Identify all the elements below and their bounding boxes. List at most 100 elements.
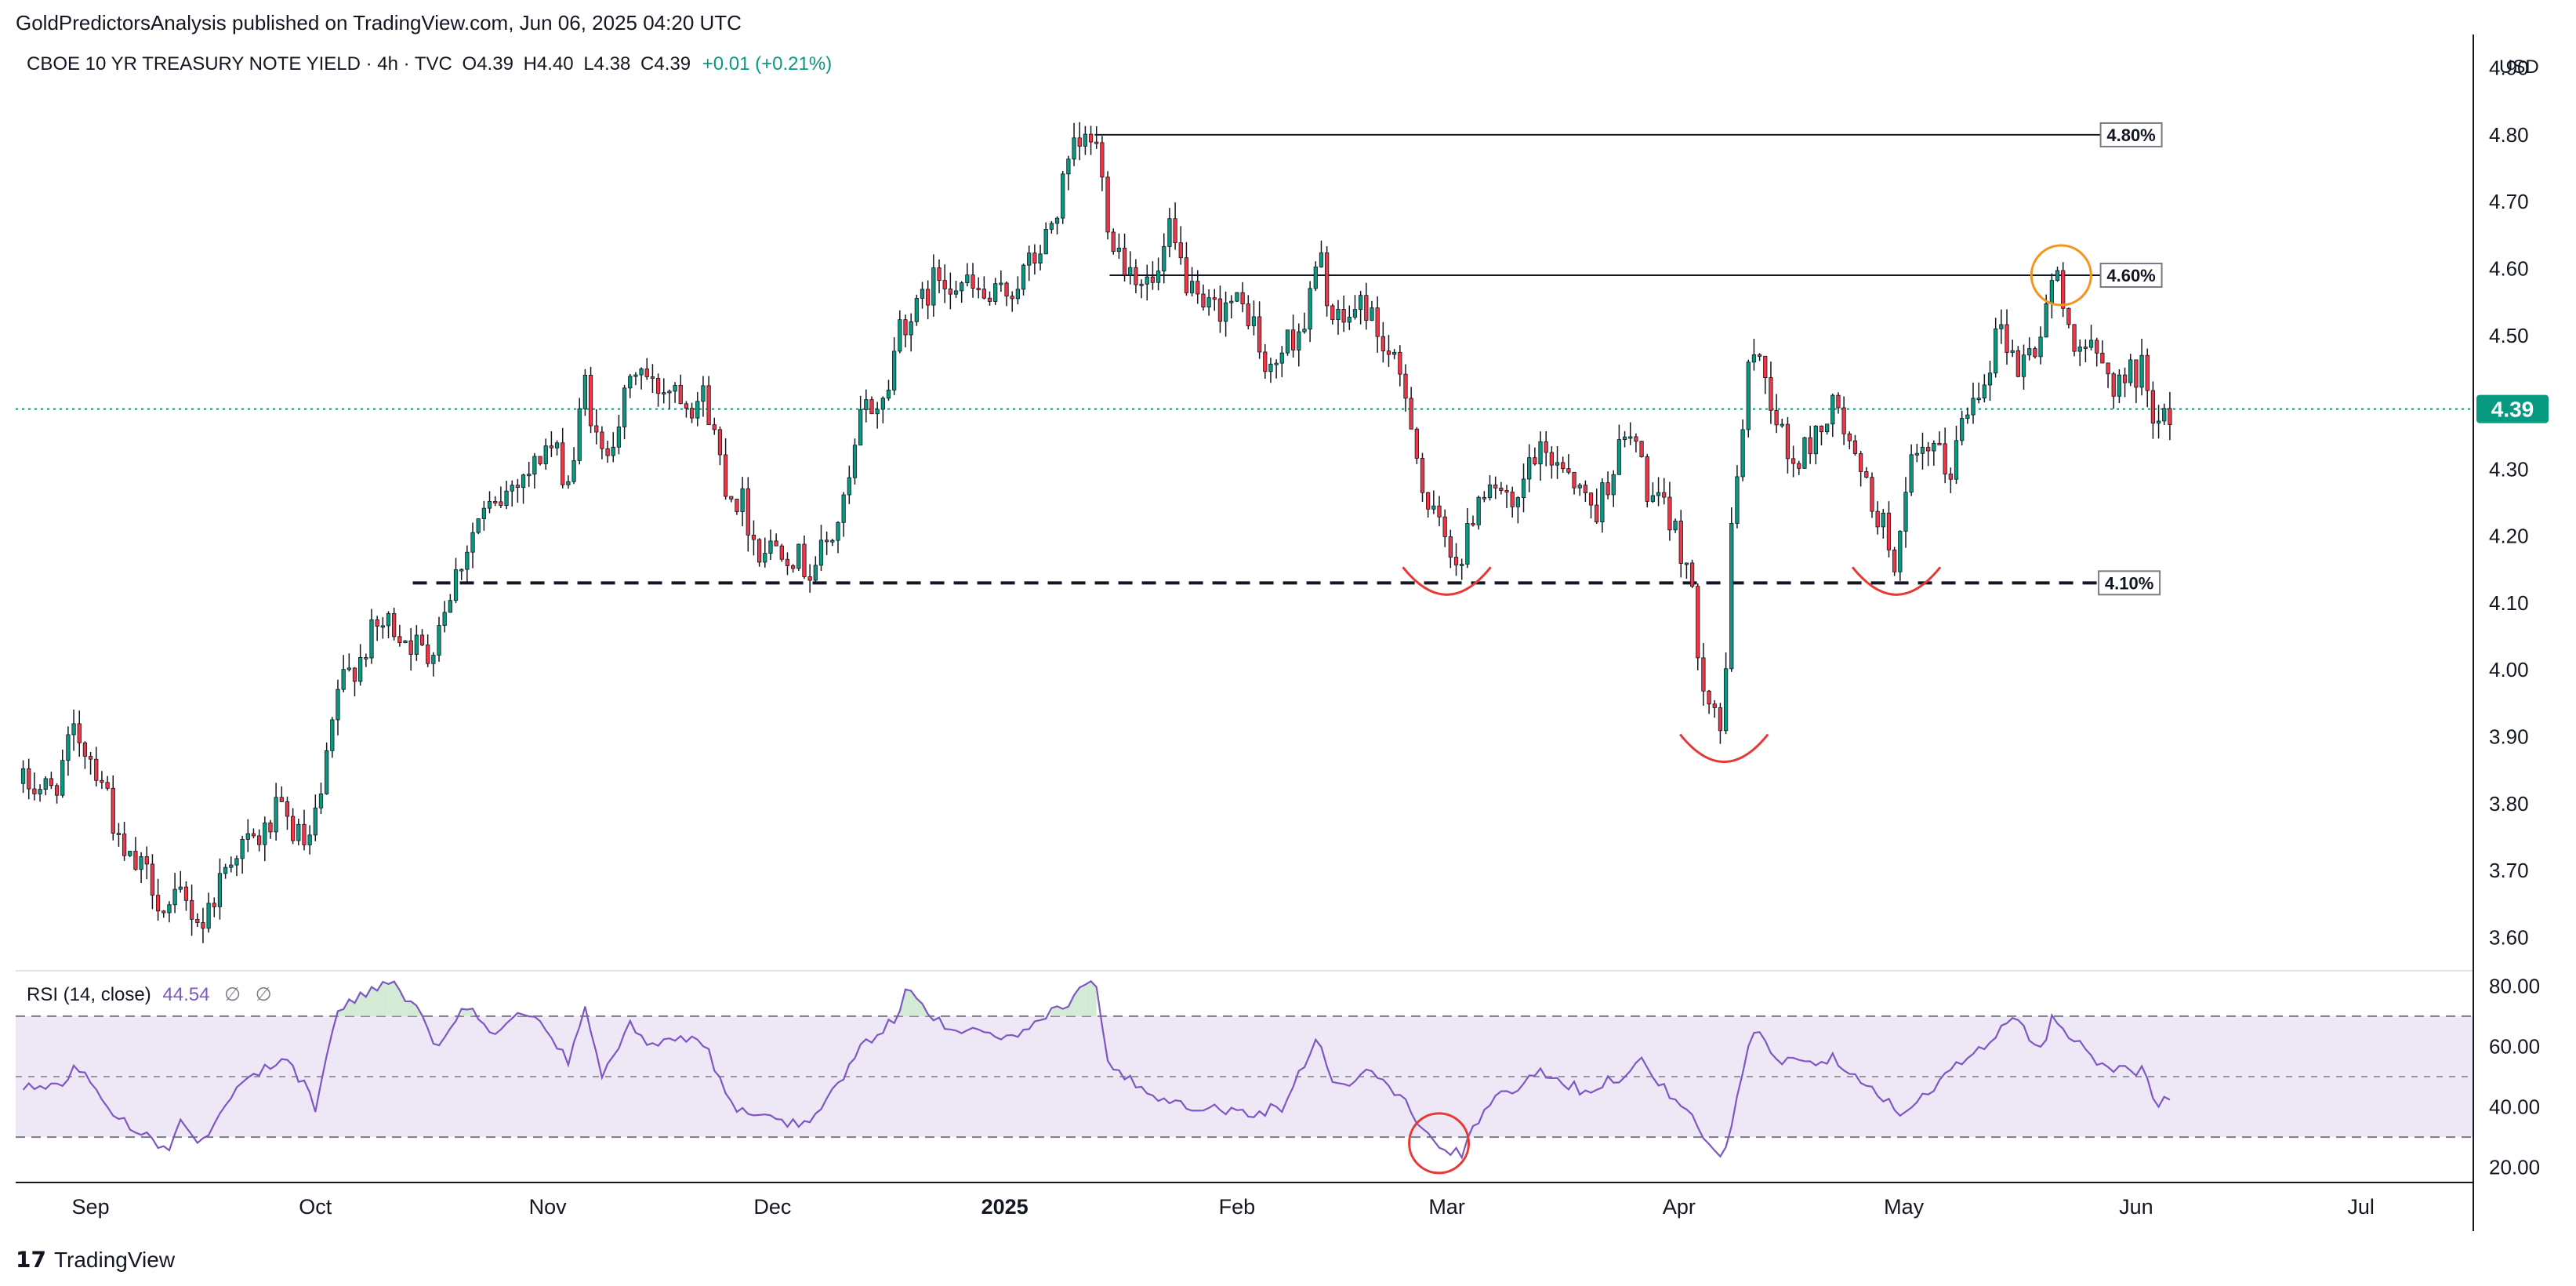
candle-body[interactable] (1802, 437, 1807, 469)
candle-body[interactable] (1774, 409, 1779, 426)
candle-body[interactable] (1780, 423, 1784, 427)
candle-body[interactable] (1167, 218, 1172, 247)
candle-body[interactable] (1791, 458, 1796, 464)
candle-body[interactable] (1932, 442, 1936, 452)
candle-body[interactable] (532, 456, 537, 475)
candle-body[interactable] (100, 779, 104, 783)
candle-body[interactable] (403, 640, 408, 644)
candle-body[interactable] (1707, 690, 1711, 705)
candle-body[interactable] (1325, 252, 1330, 307)
candle-body[interactable] (1583, 485, 1588, 493)
candle-body[interactable] (684, 403, 689, 409)
candle-body[interactable] (88, 756, 93, 760)
candle-body[interactable] (1723, 668, 1729, 732)
candle-body[interactable] (914, 298, 919, 322)
candle-body[interactable] (673, 385, 677, 392)
candle-body[interactable] (2128, 359, 2133, 383)
candle-body[interactable] (791, 565, 796, 569)
candle-body[interactable] (1662, 492, 1667, 498)
candle-body[interactable] (155, 895, 161, 912)
candle-body[interactable] (1313, 266, 1318, 289)
candle-body[interactable] (1465, 523, 1470, 565)
candle-body[interactable] (274, 797, 278, 833)
candle-body[interactable] (1279, 352, 1284, 364)
candle-body[interactable] (566, 481, 571, 485)
candle-body[interactable] (1375, 307, 1380, 337)
candle-body[interactable] (1881, 512, 1885, 528)
candle-body[interactable] (1156, 271, 1161, 283)
candle-body[interactable] (1667, 496, 1672, 531)
candle-body[interactable] (926, 289, 931, 306)
candle-body[interactable] (150, 863, 155, 896)
candle-body[interactable] (712, 424, 717, 430)
candle-body[interactable] (448, 600, 452, 613)
candle-body[interactable] (527, 474, 532, 477)
rsi-label[interactable]: RSI (14, close) (27, 984, 151, 1005)
candle-body[interactable] (763, 553, 767, 563)
candle-body[interactable] (1285, 329, 1290, 354)
candle-body[interactable] (1746, 361, 1751, 430)
candle-body[interactable] (1595, 504, 1599, 523)
candle-body[interactable] (521, 474, 526, 489)
candle-body[interactable] (1398, 351, 1402, 375)
candle-body[interactable] (2044, 303, 2048, 338)
candle-body[interactable] (1263, 351, 1268, 372)
candle-body[interactable] (1043, 229, 1048, 255)
candle-body[interactable] (1875, 510, 1880, 528)
candle-body[interactable] (1370, 307, 1374, 321)
candle-body[interactable] (1797, 463, 1801, 469)
candle-body[interactable] (302, 823, 307, 845)
candle-body[interactable] (1521, 478, 1526, 499)
candle-body[interactable] (1178, 242, 1183, 259)
candle-body[interactable] (1240, 292, 1245, 304)
candle-body[interactable] (1100, 142, 1105, 178)
candle-body[interactable] (375, 619, 379, 627)
candle-body[interactable] (875, 409, 880, 415)
candle-body[interactable] (1235, 292, 1239, 302)
candle-body[interactable] (515, 485, 521, 489)
candle-body[interactable] (886, 389, 891, 399)
candle-body[interactable] (1920, 447, 1925, 454)
candle-body[interactable] (1032, 252, 1037, 263)
candle-body[interactable] (167, 904, 172, 914)
candle-body[interactable] (1611, 474, 1616, 496)
candle-body[interactable] (1561, 462, 1566, 470)
candle-body[interactable] (1173, 218, 1177, 243)
candle-body[interactable] (1999, 324, 2004, 329)
candle-body[interactable] (487, 501, 492, 509)
candle-body[interactable] (971, 274, 975, 289)
candle-body[interactable] (364, 657, 368, 659)
candle-body[interactable] (414, 634, 419, 655)
candle-body[interactable] (1909, 454, 1914, 493)
candle-body[interactable] (2066, 307, 2071, 325)
candle-body[interactable] (217, 873, 223, 907)
candle-body[interactable] (397, 636, 402, 644)
candle-body[interactable] (605, 448, 610, 456)
candle-body[interactable] (1128, 267, 1133, 276)
candle-body[interactable] (1352, 309, 1358, 318)
candle-body[interactable] (465, 551, 470, 570)
candle-body[interactable] (818, 539, 824, 566)
candle-body[interactable] (1656, 492, 1661, 496)
candle-body[interactable] (1010, 296, 1014, 300)
candle-body[interactable] (504, 490, 509, 507)
candle-body[interactable] (701, 385, 706, 402)
candle-body[interactable] (296, 823, 301, 841)
candle-body[interactable] (2072, 324, 2077, 352)
candle-body[interactable] (981, 289, 986, 299)
candle-body[interactable] (1229, 300, 1234, 303)
candle-body[interactable] (1201, 293, 1206, 308)
candle-body[interactable] (1414, 428, 1419, 459)
candle-body[interactable] (746, 488, 750, 536)
candle-body[interactable] (172, 888, 177, 906)
candle-body[interactable] (1257, 316, 1262, 353)
candle-body[interactable] (1673, 521, 1678, 531)
candle-body[interactable] (1982, 384, 1986, 399)
candle-body[interactable] (1476, 496, 1481, 525)
candle-body[interactable] (1054, 217, 1060, 224)
candle-body[interactable] (937, 267, 942, 282)
candle-body[interactable] (628, 376, 633, 389)
candle-body[interactable] (2055, 270, 2060, 281)
candle-body[interactable] (1122, 247, 1127, 276)
candle-body[interactable] (1971, 398, 1976, 416)
